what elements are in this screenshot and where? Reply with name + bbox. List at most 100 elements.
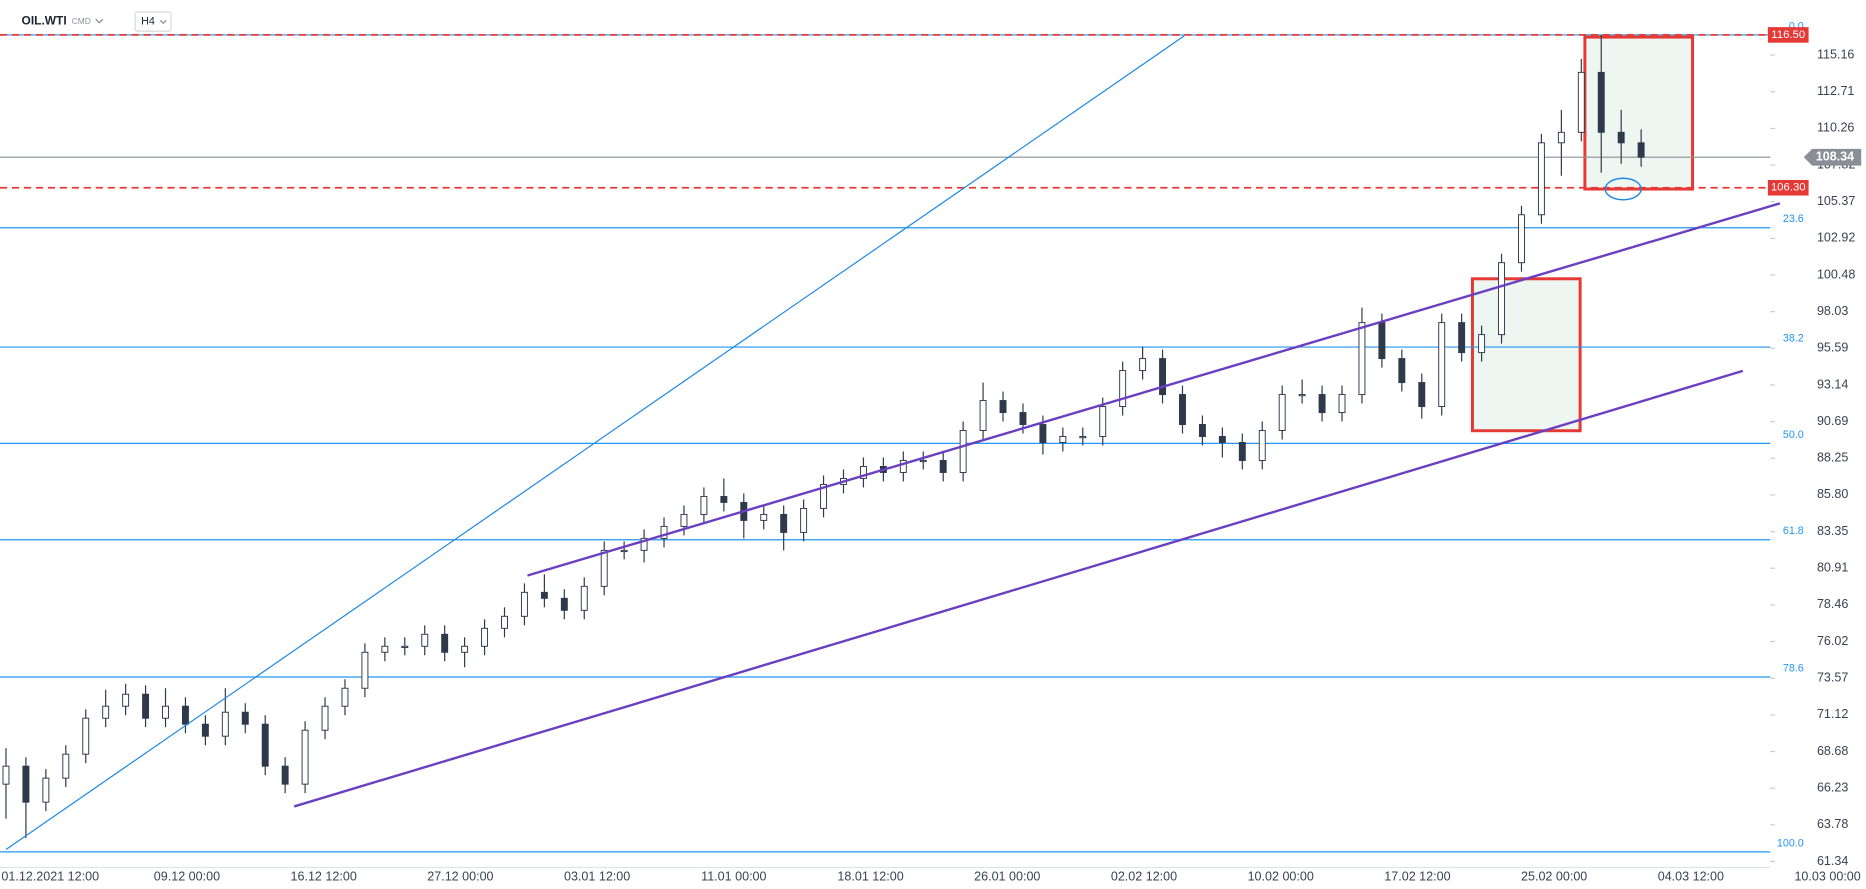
candle-body	[560, 597, 568, 611]
candle-body	[122, 693, 130, 707]
candle-body	[1218, 436, 1226, 443]
y-tick-label: 73.57	[1817, 671, 1848, 685]
fib-label: 50.0	[1783, 429, 1804, 441]
y-tick-label: 63.78	[1817, 817, 1848, 831]
y-tick-label: 105.37	[1817, 194, 1855, 208]
candle-body	[261, 723, 269, 767]
y-tick-label: 61.34	[1817, 854, 1848, 868]
candle-body	[1179, 394, 1186, 425]
candle-body	[301, 729, 309, 785]
candle-body	[1438, 322, 1446, 408]
candle-body	[1079, 436, 1087, 439]
dropdown-arrow[interactable]	[159, 19, 167, 25]
candle-body	[42, 777, 50, 803]
candle-body	[281, 765, 289, 785]
candle-body	[580, 585, 588, 611]
candle-body	[381, 645, 389, 653]
x-tick-label: 26.01 00:00	[974, 869, 1040, 883]
candle-body	[1398, 358, 1406, 384]
candle-body	[660, 525, 668, 539]
candle-body	[1099, 406, 1107, 437]
y-tick-label: 115.16	[1817, 47, 1854, 61]
candle-body	[1597, 71, 1605, 133]
level-label: 106.30	[1771, 182, 1806, 194]
candle-body	[919, 460, 927, 463]
candle-body	[1617, 131, 1625, 144]
candle-body	[600, 549, 608, 587]
candle-body	[1338, 394, 1346, 414]
candle-body	[999, 400, 1007, 414]
candle-body	[959, 430, 967, 473]
candle-body	[1258, 430, 1266, 461]
highlight-box	[1470, 277, 1582, 433]
y-tick-label: 68.68	[1817, 744, 1848, 758]
last-price-tag	[1803, 148, 1862, 166]
y-tick-label: 88.25	[1817, 451, 1848, 465]
candle-body	[1358, 322, 1366, 396]
last-price-label: 108.34	[1816, 150, 1854, 164]
candle-body	[162, 705, 169, 719]
market[interactable]: CMD	[72, 16, 91, 26]
x-tick-label: 16.12 12:00	[291, 869, 357, 883]
candle-body	[800, 507, 808, 533]
fib-label: 61.8	[1783, 525, 1804, 537]
candle-body	[321, 705, 329, 731]
candle-body	[780, 513, 788, 533]
candle-body	[2, 765, 10, 785]
candle-body	[620, 549, 628, 553]
candle-body	[1059, 436, 1067, 443]
candle-body	[62, 753, 70, 779]
y-tick-label: 66.23	[1817, 781, 1848, 795]
candle-body	[221, 711, 229, 737]
candle-body	[181, 705, 189, 725]
candle-body	[1478, 334, 1486, 354]
candle-body	[1139, 358, 1147, 372]
channel-line	[527, 202, 1781, 577]
x-tick-label: 01.12.2021 12:00	[1, 869, 99, 883]
x-tick-label: 25.02 00:00	[1521, 869, 1587, 883]
candle-body	[1238, 442, 1246, 461]
candle-body	[520, 591, 528, 617]
x-tick-label: 18.01 12:00	[837, 869, 903, 883]
candle-body	[102, 705, 110, 719]
candle-body	[361, 651, 369, 689]
x-tick-label: 02.02 12:00	[1111, 869, 1177, 883]
y-tick-label: 102.92	[1817, 231, 1855, 245]
candle-body	[640, 537, 648, 551]
candle-body	[1198, 424, 1206, 437]
y-tick-label: 98.03	[1817, 304, 1848, 318]
x-tick-label: 27.12 00:00	[427, 869, 493, 883]
x-tick-label: 10.03 00:00	[1794, 869, 1860, 883]
candle-body	[1159, 358, 1167, 396]
candle-body	[1637, 142, 1645, 158]
trend-line	[5, 35, 1185, 851]
candle-body	[201, 723, 209, 737]
fib-label: 100.0	[1777, 837, 1804, 849]
y-tick-label: 93.14	[1817, 377, 1848, 391]
y-tick-label: 95.59	[1817, 341, 1848, 355]
level-tag	[1767, 27, 1809, 43]
x-tick-label: 03.01 12:00	[564, 869, 630, 883]
fib-label: 38.2	[1783, 333, 1804, 345]
level-tag	[1767, 179, 1809, 196]
candle-body	[1039, 424, 1047, 443]
interval-box[interactable]	[134, 11, 172, 32]
dropdown-arrow[interactable]	[95, 18, 104, 24]
candle-body	[241, 711, 249, 725]
y-tick-label: 76.02	[1817, 634, 1848, 648]
candle-body	[720, 495, 728, 503]
candle-body	[461, 645, 469, 653]
candle-body	[22, 765, 30, 803]
highlight-ellipse	[1604, 177, 1642, 201]
candle-body	[1537, 142, 1545, 216]
candle-body	[1518, 214, 1525, 264]
candle-body	[421, 633, 429, 647]
candle-body	[1557, 131, 1565, 144]
candle-body	[1278, 394, 1286, 431]
interval[interactable]: H4	[141, 15, 155, 27]
candle-body	[1318, 394, 1326, 414]
